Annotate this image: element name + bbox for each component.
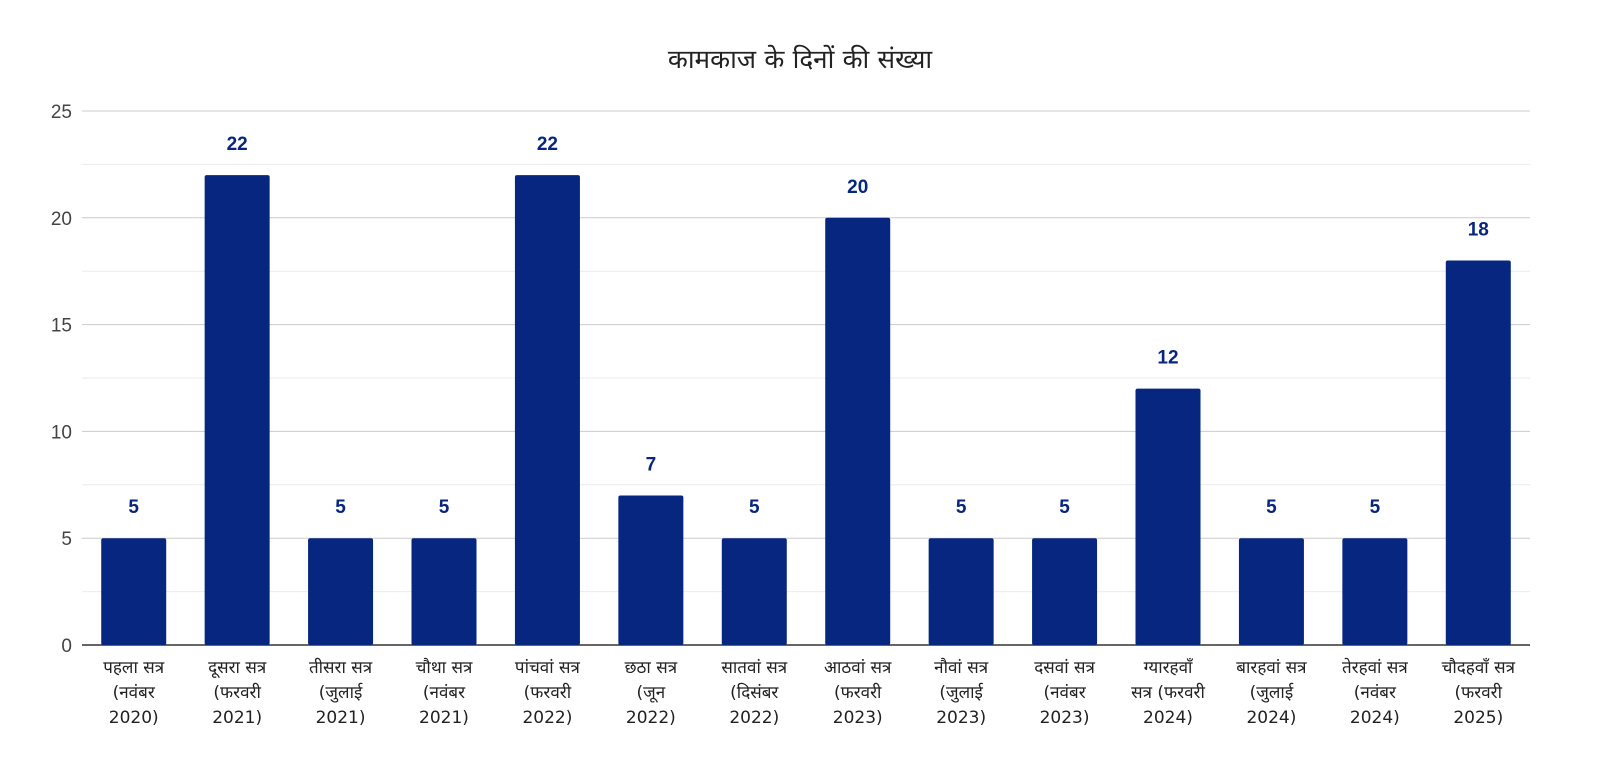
bar xyxy=(721,538,787,645)
bar xyxy=(825,217,891,646)
x-tick-label: छठा सत्र (जून 2022) xyxy=(625,658,678,728)
y-tick-label: 20 xyxy=(51,209,72,230)
y-tick-label: 5 xyxy=(61,529,72,550)
data-label: 5 xyxy=(956,497,967,518)
bar xyxy=(514,175,580,645)
y-tick-label: 0 xyxy=(61,636,72,657)
data-label: 5 xyxy=(128,497,139,518)
y-axis: 0 5 10 15 20 25 xyxy=(51,102,72,657)
x-tick-label: चौदहवाँ सत्र (फरवरी 2025) xyxy=(1442,657,1516,728)
bar-series xyxy=(101,175,1511,646)
bar xyxy=(411,538,477,645)
data-label: 18 xyxy=(1468,220,1489,241)
x-tick-label: तीसरा सत्र (जुलाई 2021) xyxy=(309,657,373,728)
bar xyxy=(101,538,167,645)
x-tick-label: बारहवां सत्र (जुलाई 2024) xyxy=(1236,658,1307,728)
data-label: 5 xyxy=(1059,497,1070,518)
bar xyxy=(1342,538,1408,645)
bar xyxy=(308,538,374,645)
bar xyxy=(928,538,994,645)
x-tick-label: नौवां सत्र (जुलाई 2023) xyxy=(934,657,989,728)
x-tick-label: आठवां सत्र (फरवरी 2023) xyxy=(824,658,892,728)
bar xyxy=(1445,260,1511,645)
bar xyxy=(1135,388,1201,645)
x-tick-label: चौथा सत्र (नवंबर 2021) xyxy=(416,657,473,728)
x-tick-label: पहला सत्र (नवंबर 2020) xyxy=(103,658,165,728)
bar xyxy=(618,495,684,645)
data-label: 5 xyxy=(439,497,450,518)
y-tick-label: 15 xyxy=(51,316,72,337)
x-tick-label: सातवां सत्र (दिसंबर 2022) xyxy=(721,658,787,728)
x-axis: पहला सत्र (नवंबर 2020) दूसरा सत्र (फरवरी 2021… xyxy=(103,657,1515,728)
data-label: 5 xyxy=(335,497,346,518)
bar xyxy=(1032,538,1098,645)
x-tick-label: दूसरा सत्र (फरवरी 2021) xyxy=(208,658,267,728)
data-label: 12 xyxy=(1157,348,1178,369)
data-labels: 5 22 5 5 22 7 5 20 5 5 12 5 5 18 xyxy=(128,134,1488,518)
data-label: 5 xyxy=(1266,497,1277,518)
gridlines xyxy=(82,110,1530,646)
data-label: 7 xyxy=(646,454,657,475)
data-label: 22 xyxy=(537,134,558,155)
bar xyxy=(204,175,270,645)
data-label: 5 xyxy=(1370,497,1381,518)
chart-title: कामकाज के दिनों की संख्या xyxy=(668,44,934,75)
data-label: 20 xyxy=(847,177,868,198)
data-label: 5 xyxy=(749,497,760,518)
data-label: 22 xyxy=(227,134,248,155)
y-tick-label: 25 xyxy=(51,102,72,123)
x-tick-label: तेरहवां सत्र (नवंबर 2024) xyxy=(1342,657,1408,728)
bar xyxy=(1238,538,1304,645)
x-tick-label: ग्यारहवाँ सत्र (फरवरी 2024) xyxy=(1131,657,1205,728)
y-tick-label: 10 xyxy=(51,422,72,443)
x-tick-label: पांचवां सत्र (फरवरी 2022) xyxy=(515,658,581,728)
x-tick-label: दसवां सत्र (नवंबर 2023) xyxy=(1034,658,1095,728)
